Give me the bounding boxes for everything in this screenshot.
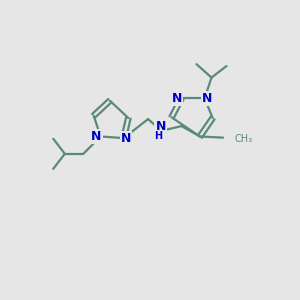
- Text: N: N: [155, 120, 166, 133]
- Text: N: N: [202, 92, 212, 105]
- Text: N: N: [91, 130, 102, 143]
- Text: CH₃: CH₃: [234, 134, 252, 144]
- Text: N: N: [121, 132, 131, 145]
- Text: H: H: [154, 131, 162, 142]
- Text: N: N: [172, 92, 182, 105]
